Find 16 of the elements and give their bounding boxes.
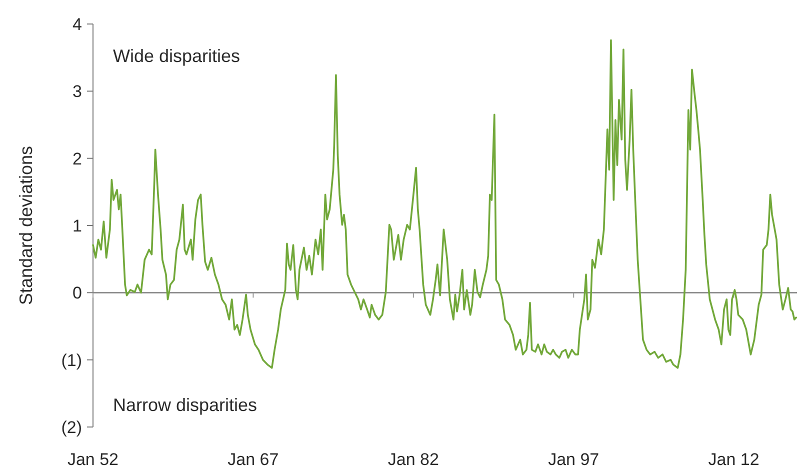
y-tick-label: (1)	[61, 350, 82, 370]
y-tick-label: 1	[72, 216, 82, 236]
annotation: Narrow disparities	[113, 395, 258, 415]
y-tick-label: 4	[72, 14, 82, 34]
x-tick-label: Jan 67	[228, 450, 279, 469]
line-series	[92, 39, 798, 369]
y-tick-label: 2	[72, 149, 82, 168]
annotation: Wide disparities	[113, 46, 240, 66]
x-tick-label: Jan 52	[67, 450, 119, 469]
y-tick-label: 0	[72, 284, 82, 303]
y-tick-label: 3	[72, 82, 82, 102]
x-tick-label: Jan 82	[388, 450, 439, 469]
y-axis-title: Standard deviations	[16, 146, 36, 306]
x-tick-label: Jan 97	[548, 450, 600, 469]
x-tick-label: Jan 12	[708, 450, 760, 469]
y-tick-label: (2)	[61, 418, 82, 437]
